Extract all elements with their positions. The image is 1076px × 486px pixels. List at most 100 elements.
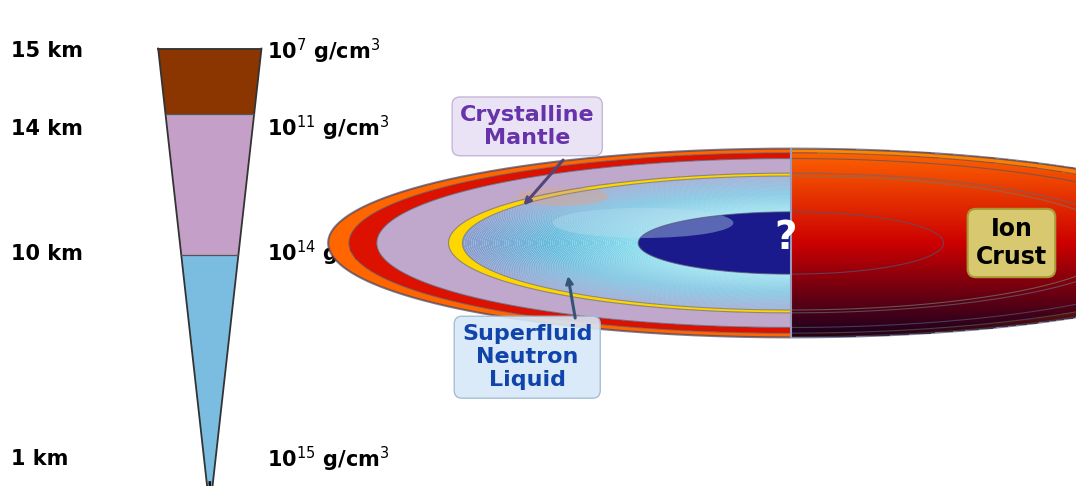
Polygon shape — [791, 274, 1076, 275]
Polygon shape — [791, 233, 1076, 234]
Polygon shape — [791, 299, 1076, 300]
Polygon shape — [791, 320, 1053, 321]
Polygon shape — [955, 326, 1005, 328]
Text: Ion
Crust: Ion Crust — [976, 217, 1047, 269]
Polygon shape — [1017, 320, 1056, 321]
Polygon shape — [791, 311, 1076, 312]
Polygon shape — [791, 214, 1076, 215]
Polygon shape — [566, 197, 791, 289]
Polygon shape — [535, 191, 791, 295]
Polygon shape — [594, 203, 791, 283]
Polygon shape — [955, 158, 1005, 160]
Polygon shape — [791, 331, 953, 332]
Polygon shape — [791, 304, 1076, 305]
Polygon shape — [518, 187, 791, 299]
Polygon shape — [791, 294, 1076, 295]
Polygon shape — [791, 306, 1076, 307]
Polygon shape — [546, 193, 791, 293]
Polygon shape — [617, 208, 791, 278]
Polygon shape — [791, 235, 1076, 236]
Polygon shape — [791, 205, 1076, 206]
Polygon shape — [791, 231, 1076, 232]
Text: ?: ? — [775, 219, 796, 257]
Polygon shape — [791, 254, 1076, 255]
Polygon shape — [791, 171, 1076, 172]
Polygon shape — [791, 187, 1076, 188]
Polygon shape — [476, 179, 791, 307]
Polygon shape — [572, 198, 791, 288]
Polygon shape — [791, 264, 1076, 265]
Polygon shape — [791, 285, 1076, 286]
Polygon shape — [533, 191, 791, 295]
Text: 14 km: 14 km — [11, 119, 83, 139]
Polygon shape — [791, 267, 1076, 268]
Polygon shape — [579, 200, 791, 286]
Polygon shape — [995, 322, 1037, 324]
Polygon shape — [868, 331, 949, 332]
Polygon shape — [543, 192, 791, 294]
Polygon shape — [791, 278, 1076, 279]
Polygon shape — [634, 211, 791, 275]
Polygon shape — [625, 209, 791, 277]
Polygon shape — [791, 324, 1024, 325]
Polygon shape — [791, 272, 1076, 273]
Polygon shape — [791, 151, 909, 153]
Polygon shape — [791, 286, 1076, 287]
Polygon shape — [1007, 321, 1047, 322]
Polygon shape — [897, 155, 965, 156]
Polygon shape — [791, 184, 1076, 185]
Polygon shape — [791, 335, 883, 336]
Polygon shape — [791, 301, 1076, 302]
Polygon shape — [969, 325, 1016, 326]
Polygon shape — [791, 157, 989, 158]
Polygon shape — [791, 221, 1076, 222]
Polygon shape — [791, 176, 1076, 177]
Polygon shape — [623, 208, 791, 278]
Polygon shape — [791, 251, 1076, 252]
Polygon shape — [636, 211, 791, 275]
Polygon shape — [627, 209, 791, 277]
Polygon shape — [1007, 164, 1047, 165]
Polygon shape — [522, 188, 791, 298]
Polygon shape — [791, 322, 1039, 323]
Polygon shape — [181, 255, 239, 486]
Polygon shape — [791, 292, 1076, 293]
Polygon shape — [791, 209, 1076, 210]
Polygon shape — [791, 268, 1076, 269]
Polygon shape — [791, 156, 976, 157]
Polygon shape — [552, 194, 791, 292]
Polygon shape — [166, 114, 254, 255]
Polygon shape — [632, 210, 791, 276]
Polygon shape — [791, 237, 1076, 238]
Text: 15 km: 15 km — [11, 41, 83, 61]
Polygon shape — [791, 244, 1076, 245]
Polygon shape — [791, 307, 1076, 308]
Polygon shape — [1017, 165, 1056, 166]
Polygon shape — [791, 297, 1076, 298]
Polygon shape — [791, 196, 1076, 197]
Polygon shape — [791, 175, 1076, 176]
Polygon shape — [564, 197, 791, 289]
Polygon shape — [791, 333, 909, 335]
Polygon shape — [791, 275, 1076, 276]
Polygon shape — [791, 210, 1076, 211]
Polygon shape — [791, 277, 1076, 278]
Polygon shape — [791, 174, 1076, 175]
Polygon shape — [1054, 315, 1076, 316]
Polygon shape — [791, 217, 1076, 218]
Polygon shape — [791, 289, 1076, 290]
Polygon shape — [791, 198, 1076, 199]
Polygon shape — [791, 319, 1062, 320]
Polygon shape — [791, 161, 1024, 162]
Polygon shape — [791, 296, 1076, 297]
Text: 10$^{7}$ g/cm$^{3}$: 10$^{7}$ g/cm$^{3}$ — [267, 36, 380, 66]
Polygon shape — [791, 290, 1076, 291]
Polygon shape — [791, 258, 1076, 259]
Polygon shape — [791, 150, 875, 151]
Polygon shape — [791, 325, 1019, 326]
Polygon shape — [791, 253, 1076, 254]
Polygon shape — [791, 154, 953, 155]
Polygon shape — [575, 199, 791, 287]
Text: 10$^{15}$ g/cm$^{3}$: 10$^{15}$ g/cm$^{3}$ — [267, 445, 390, 474]
Polygon shape — [791, 279, 1076, 280]
